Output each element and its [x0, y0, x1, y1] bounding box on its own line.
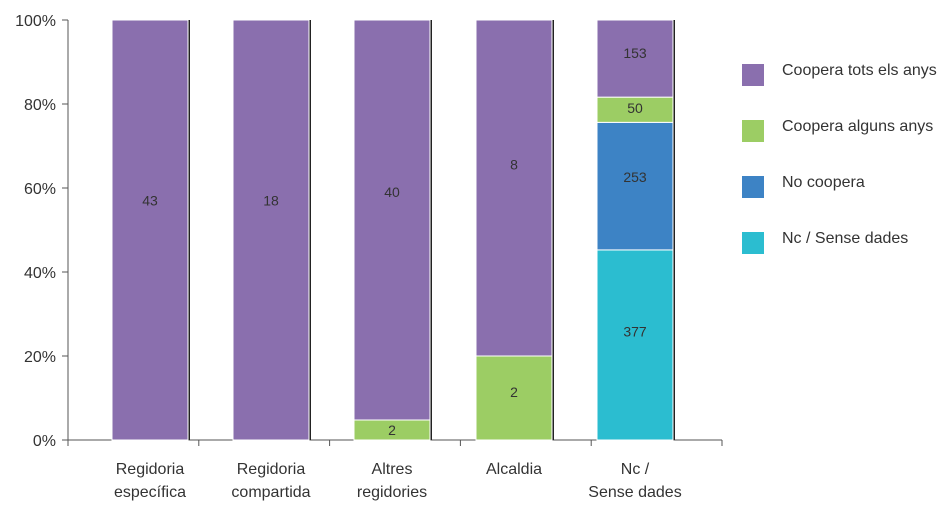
data-label: 43 — [142, 193, 158, 209]
legend-swatch — [742, 120, 764, 142]
data-label: 50 — [627, 100, 643, 116]
data-label: 8 — [510, 156, 518, 172]
y-tick-label: 80% — [24, 97, 56, 114]
legend-item: Coopera alguns anys — [742, 106, 942, 162]
legend-swatch — [742, 176, 764, 198]
chart-legend: Coopera tots els anys Coopera alguns anys… — [742, 50, 942, 274]
x-category-label: Regidoria — [116, 461, 185, 478]
bar-segment-coopera-tots-els-anys — [232, 19, 310, 441]
legend-label: No coopera — [782, 174, 865, 191]
legend-item: Coopera tots els anys — [742, 50, 942, 106]
bar-segment-coopera-tots-els-anys — [475, 19, 553, 357]
legend-label: Nc / Sense dades — [782, 230, 909, 247]
x-category-label: compartida — [231, 484, 310, 501]
data-label: 2 — [388, 422, 396, 438]
data-label: 253 — [623, 169, 647, 185]
x-category-label: Altres — [372, 461, 413, 478]
legend-label: Coopera alguns anys — [782, 118, 934, 135]
y-tick-label: 60% — [24, 181, 56, 198]
data-label: 2 — [510, 384, 518, 400]
bar-segment-nc-sense-dades — [596, 249, 674, 441]
bar-segment-no-coopera — [596, 121, 674, 251]
x-category-label: Sense dades — [588, 484, 681, 501]
bar-segment-coopera-tots-els-anys — [596, 19, 674, 98]
y-tick-label: 0% — [33, 433, 56, 450]
y-tick-label: 40% — [24, 265, 56, 282]
y-tick-label: 100% — [15, 13, 56, 30]
legend-swatch — [742, 64, 764, 86]
legend-label: Coopera tots els anys — [782, 62, 937, 79]
bar-segment-coopera-alguns-anys — [596, 96, 674, 123]
bar-segment-coopera-tots-els-anys — [353, 19, 431, 421]
x-category-label: Regidoria — [237, 461, 306, 478]
data-label: 40 — [384, 184, 400, 200]
x-category-label: Alcaldia — [486, 461, 542, 478]
legend-swatch — [742, 232, 764, 254]
legend-item: Nc / Sense dades — [742, 218, 942, 274]
y-tick-label: 20% — [24, 349, 56, 366]
bar-segment-coopera-alguns-anys — [475, 355, 553, 441]
x-category-label: Nc / — [621, 461, 650, 478]
data-label: 377 — [623, 324, 647, 340]
data-label: 18 — [263, 193, 279, 209]
legend-item: No coopera — [742, 162, 942, 218]
x-category-label: específica — [114, 484, 186, 501]
x-category-label: regidories — [357, 484, 427, 501]
bar-segment-coopera-tots-els-anys — [111, 19, 189, 441]
data-label: 153 — [623, 45, 647, 61]
